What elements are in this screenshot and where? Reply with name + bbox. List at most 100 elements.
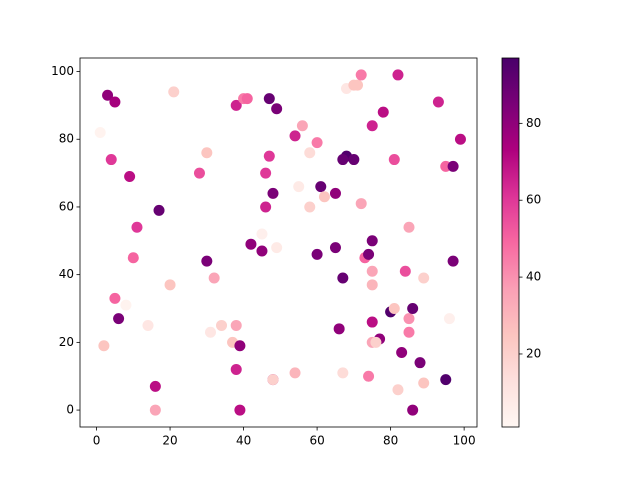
point [263,150,275,162]
point [432,96,444,108]
y-tick-label: 60 [59,199,74,213]
point [333,323,345,335]
point [216,319,228,331]
point [193,167,205,179]
point [293,181,305,193]
point [407,404,419,416]
colorbar-tick-label: 20 [526,346,541,360]
y-tick-label: 40 [59,267,74,281]
point [418,377,430,389]
point [388,303,400,315]
point [363,248,375,260]
point [241,93,253,105]
y-tick-label: 100 [51,64,74,78]
colorbar-tick-label: 40 [526,270,541,284]
point [204,326,216,338]
point [329,242,341,254]
point [245,238,257,250]
point [124,170,136,182]
point [363,370,375,382]
point [201,255,213,267]
point [337,154,349,166]
point [443,313,455,325]
point [366,316,378,328]
y-tick-label: 80 [59,132,74,146]
point [315,181,327,193]
point [396,347,408,359]
point [230,99,242,111]
point [131,221,143,233]
point [418,272,430,284]
colorbar-tick-label: 60 [526,193,541,207]
point [263,93,275,105]
point [120,299,132,311]
colorbar-tick-label: 80 [526,116,541,130]
point [208,272,220,284]
point [454,133,466,145]
point [388,154,400,166]
point [153,204,165,216]
point [355,69,367,81]
x-tick-label: 60 [309,434,324,448]
point [311,137,323,149]
point [289,130,301,142]
y-tick-label: 20 [59,335,74,349]
point [234,404,246,416]
point [366,120,378,132]
point [105,154,117,166]
point [94,126,106,138]
point [304,201,316,213]
point [127,252,139,264]
point [348,154,360,166]
point [256,245,268,257]
point [352,79,364,91]
plot-frame [79,57,478,428]
point [271,103,283,115]
point [337,272,349,284]
point [149,380,161,392]
point [168,86,180,98]
point [337,367,349,379]
point [403,221,415,233]
point [304,147,316,159]
point [311,248,323,260]
point [113,313,125,325]
point [267,187,279,199]
point [447,160,459,172]
point [256,228,268,240]
point [267,374,279,386]
x-tick-label: 80 [383,434,398,448]
point [366,265,378,277]
point [414,357,426,369]
point [392,69,404,81]
colorbar [501,57,520,428]
point [403,326,415,338]
point [370,336,382,348]
point [230,363,242,375]
point [366,235,378,247]
point [289,367,301,379]
point [392,384,404,396]
point [403,313,415,325]
point [440,374,452,386]
point [355,198,367,210]
point [234,340,246,352]
point [230,319,242,331]
point [164,279,176,291]
point [109,292,121,304]
point [260,167,272,179]
point [399,265,411,277]
point [109,96,121,108]
x-tick-label: 40 [236,434,251,448]
point [329,187,341,199]
point [377,106,389,118]
point [366,279,378,291]
x-tick-label: 100 [453,434,476,448]
point [98,340,110,352]
x-tick-label: 0 [93,434,101,448]
point [407,303,419,315]
point [271,242,283,254]
point [318,191,330,203]
point [149,404,161,416]
